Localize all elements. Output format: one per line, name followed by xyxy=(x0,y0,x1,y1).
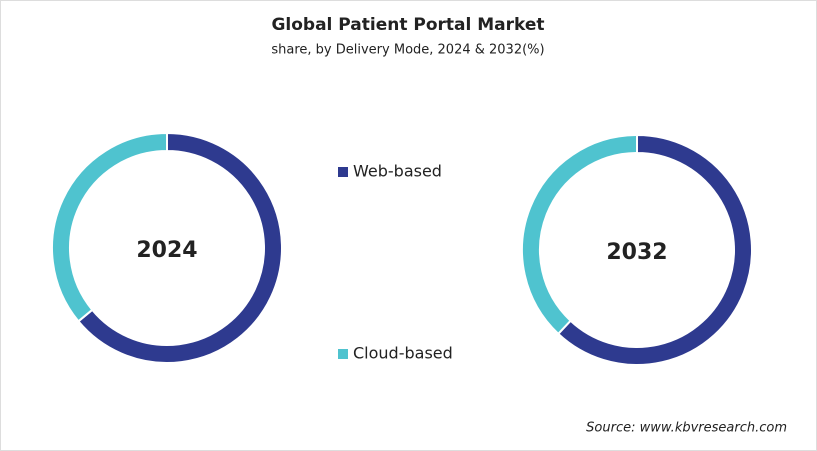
chart-subtitle: share, by Delivery Mode, 2024 & 2032(%) xyxy=(271,43,544,58)
source: Source: www.kbvresearch.com xyxy=(586,421,787,436)
legend-label: Cloud-based xyxy=(353,344,453,363)
center-label: 2032 xyxy=(606,240,667,265)
donut-segment xyxy=(51,131,168,323)
chart-title: Global Patient Portal Market xyxy=(271,15,544,35)
legend-swatch xyxy=(338,349,348,359)
legend-label: Web-based xyxy=(353,162,442,181)
donut-segment xyxy=(521,133,638,336)
legend-swatch xyxy=(338,167,348,177)
center-label: 2024 xyxy=(136,238,197,263)
